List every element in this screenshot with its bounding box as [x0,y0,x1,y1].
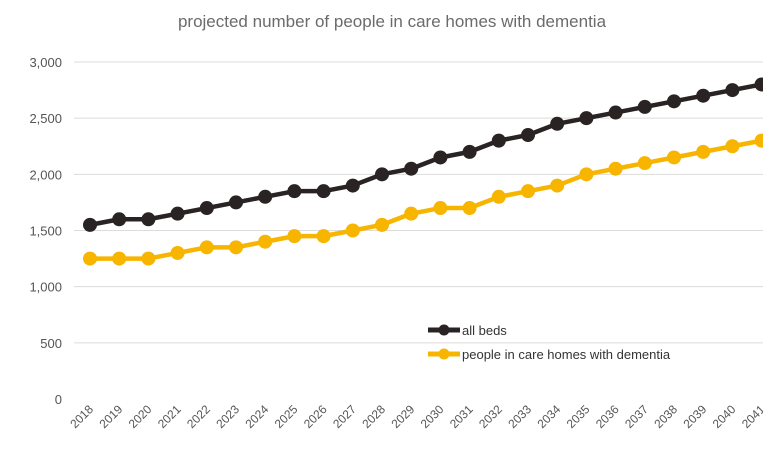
data-point [579,111,594,126]
y-tick-label: 2,000 [29,167,62,182]
x-tick-label: 2036 [593,402,622,431]
data-point [696,88,711,103]
x-tick-label: 2037 [622,402,651,431]
x-tick-label: 2040 [710,402,739,431]
series-1 [83,133,763,266]
data-point [696,144,711,159]
data-point [462,144,477,159]
data-point [521,184,535,199]
legend: all beds people in care homes with demen… [428,323,671,362]
data-point [725,83,740,98]
x-tick-label: 2026 [301,402,330,431]
series-line [89,82,763,228]
data-point [550,116,565,131]
x-tick-label: 2028 [359,402,388,431]
data-point [229,195,243,210]
data-point [667,150,681,165]
x-tick-label: 2022 [184,402,213,431]
series-lines [83,77,763,266]
data-point [433,201,448,216]
data-point [112,251,127,266]
data-point [345,178,360,193]
x-tick-label: 2030 [418,402,447,431]
data-point [433,150,448,165]
y-tick-label: 1,000 [29,280,62,295]
x-tick-label: 2020 [126,402,155,431]
data-point [170,245,185,260]
x-tick-label: 2018 [67,402,96,431]
data-point [316,184,331,199]
data-point [83,217,97,232]
x-tick-label: 2019 [97,402,126,431]
x-tick-label: 2031 [447,402,476,431]
data-point [258,189,273,204]
data-point [725,139,740,154]
data-point [141,251,156,266]
data-point [637,156,652,171]
data-point [404,161,419,176]
y-tick-label: 0 [55,392,62,407]
data-point [637,99,652,114]
x-tick-label: 2025 [272,402,301,431]
data-point [345,223,360,238]
legend-label-all-beds: all beds [462,323,507,338]
data-point [229,240,243,255]
data-point [521,128,535,143]
data-point [112,212,127,227]
data-point [375,217,389,232]
data-point [491,189,506,204]
data-point [287,184,302,199]
data-point [170,206,185,221]
x-tick-label: 2029 [389,402,418,431]
x-tick-label: 2021 [155,402,184,431]
data-point [550,178,565,193]
legend-marker-dementia [438,348,450,360]
data-point [199,201,214,216]
y-tick-label: 500 [40,336,62,351]
y-tick-label: 2,500 [29,111,62,126]
x-tick-label: 2033 [505,402,534,431]
data-point [608,161,623,176]
data-point [316,229,331,244]
legend-item-dementia: people in care homes with dementia [428,347,671,362]
x-tick-label: 2035 [564,402,593,431]
data-point [608,105,623,120]
series-0 [83,77,763,232]
x-tick-label: 2023 [213,402,242,431]
x-tick-label: 2034 [535,402,564,431]
data-point [579,167,594,182]
data-point [258,234,273,249]
series-line [90,138,763,261]
legend-item-all-beds: all beds [428,323,507,338]
y-tick-label: 3,000 [29,55,62,70]
chart-title: projected number of people in care homes… [178,12,607,31]
x-tick-label: 2032 [476,402,505,431]
y-tick-label: 1,500 [29,224,62,239]
data-point [83,251,97,266]
x-tick-label: 2024 [243,402,272,431]
data-point [141,212,156,227]
data-point [667,94,681,109]
legend-label-dementia: people in care homes with dementia [462,347,671,362]
x-tick-label: 2027 [330,402,359,431]
data-point [462,201,477,216]
data-point [404,206,419,221]
legend-marker-all-beds [438,324,450,336]
x-axis-tick-labels: 2018 2019 2020 2021 2022 2023 2024 2025 2026 2027… [67,402,763,431]
data-point [754,77,763,92]
data-point [287,229,302,244]
y-axis-tick-labels: 0 500 1,000 1,500 2,000 2,500 3,000 [29,55,62,407]
x-tick-label: 2038 [651,402,680,431]
data-point [199,240,214,255]
x-tick-label: 2039 [681,402,710,431]
gridlines [74,61,763,344]
x-tick-label: 2041 [739,402,763,431]
data-point [491,133,506,148]
data-point [754,133,763,148]
data-point [375,167,389,182]
